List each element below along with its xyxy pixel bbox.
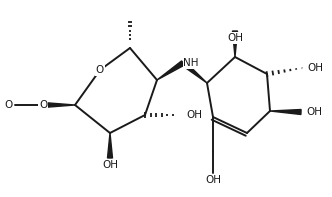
Text: O: O (5, 100, 13, 110)
Text: OH: OH (186, 110, 202, 120)
Text: O: O (39, 100, 47, 110)
Polygon shape (157, 61, 184, 80)
Text: OH: OH (227, 33, 243, 43)
Text: OH: OH (205, 175, 221, 185)
Polygon shape (270, 110, 301, 114)
Text: OH: OH (307, 63, 323, 73)
Polygon shape (108, 133, 113, 158)
Polygon shape (43, 102, 75, 108)
Polygon shape (181, 61, 207, 83)
Text: NH: NH (183, 58, 199, 68)
Text: O: O (96, 65, 104, 75)
Polygon shape (232, 31, 237, 57)
Text: OH: OH (306, 107, 322, 117)
Text: OH: OH (102, 160, 118, 170)
